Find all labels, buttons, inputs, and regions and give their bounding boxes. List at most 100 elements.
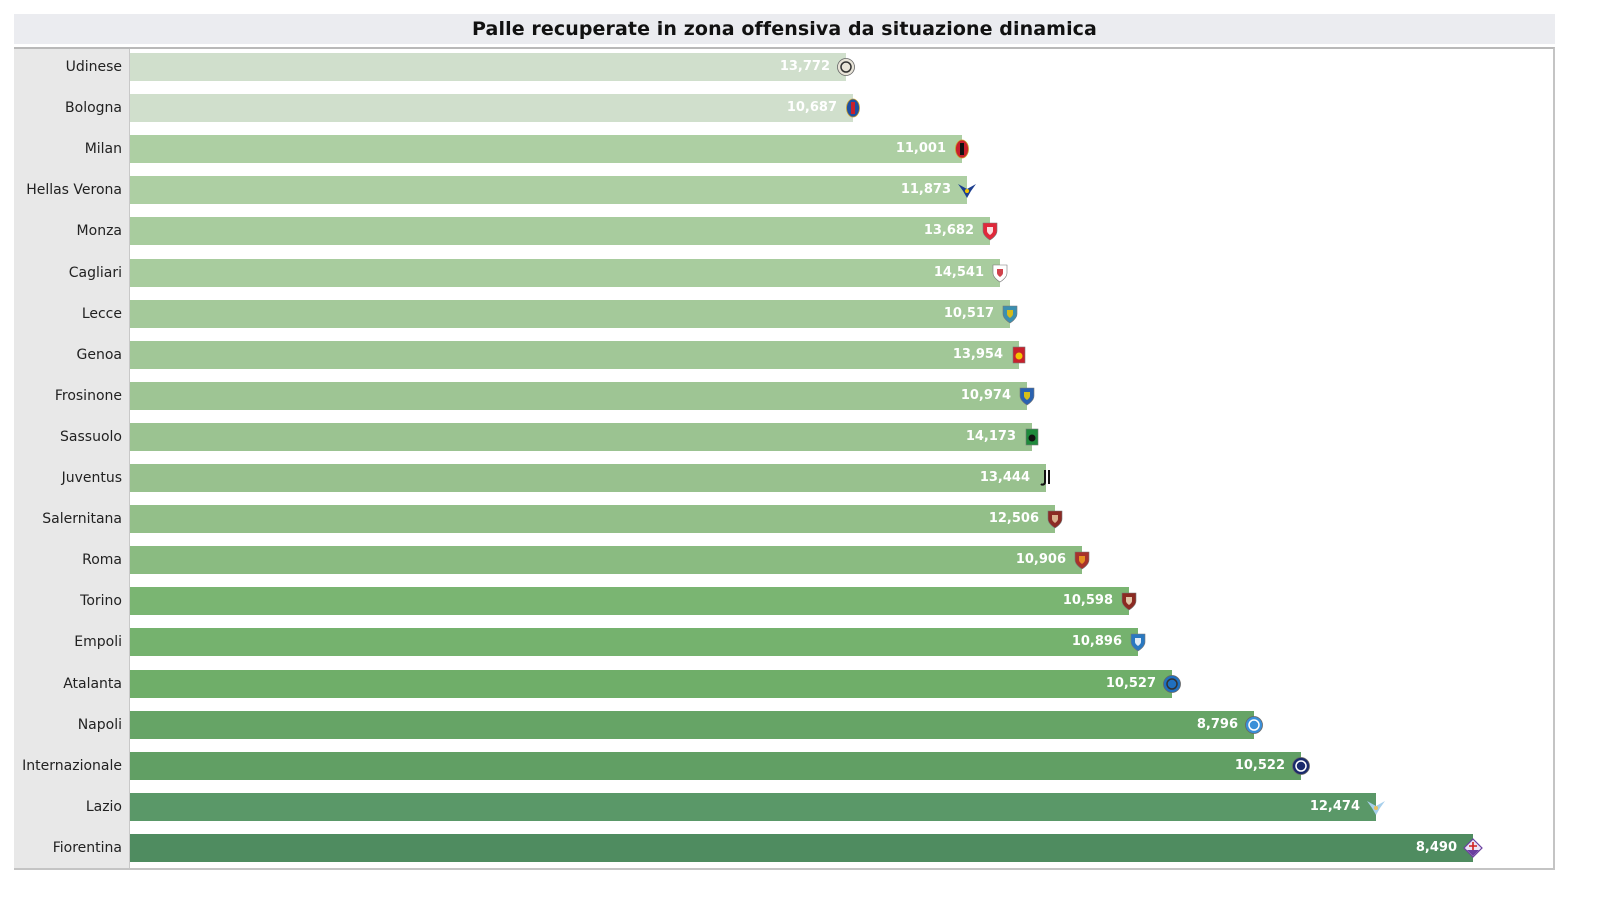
team-label: Milan	[84, 141, 122, 158]
bar-row-bologna: Bologna 10,687	[0, 94, 1600, 123]
bar[interactable]: 11,873	[130, 176, 976, 205]
team-label: Napoli	[77, 716, 122, 733]
bar-value-label: 13,444	[979, 470, 1030, 485]
bar-value-label: 10,527	[1105, 675, 1156, 691]
lecce-logo-icon	[1000, 304, 1020, 324]
bar[interactable]: 12,474	[130, 792, 1385, 821]
cagliari-logo-icon	[990, 263, 1010, 283]
bar-value-label: 10,522	[1234, 757, 1285, 773]
juventus-logo-icon	[1036, 468, 1056, 488]
lazio-logo-icon	[1366, 797, 1386, 817]
bar[interactable]: 13,954	[130, 340, 1026, 369]
bar-value-label: 14,541	[933, 264, 984, 280]
bar-value-label: 13,682	[923, 223, 974, 239]
bar-value-label: 10,687	[786, 100, 837, 116]
team-label: Empoli	[74, 634, 122, 651]
bar-value-label: 8,796	[1196, 716, 1238, 732]
bar-row-lecce: Lecce 10,517	[0, 299, 1600, 328]
salernitana-logo-icon	[1045, 509, 1065, 529]
team-label: Lecce	[81, 305, 122, 322]
bar[interactable]: 10,598	[130, 587, 1137, 616]
bar-row-napoli: Napoli 8,796	[0, 710, 1600, 739]
bar[interactable]: 8,796	[130, 710, 1263, 739]
bar-row-udinese: Udinese 13,772	[0, 53, 1600, 81]
team-label: Torino	[80, 593, 122, 610]
bar-value-label: 12,506	[988, 511, 1039, 527]
bar-value-label: 13,954	[952, 346, 1003, 362]
bar-value-label: 11,001	[895, 141, 946, 157]
plot-frame	[14, 47, 1555, 870]
bar-row-salernitana: Salernitana 12,506	[0, 505, 1600, 534]
chart-title: Palle recuperate in zona offensiva da si…	[472, 18, 1097, 40]
torino-logo-icon	[1119, 591, 1139, 611]
bar-value-label: 12,474	[1309, 798, 1360, 814]
category-label-column	[14, 49, 130, 868]
bar[interactable]: 10,906	[130, 546, 1090, 575]
bar-row-torino: Torino 10,598	[0, 587, 1600, 616]
bar-row-empoli: Empoli 10,896	[0, 628, 1600, 657]
team-label: Genoa	[76, 346, 122, 363]
bologna-logo-icon	[843, 98, 863, 118]
bar-row-lazio: Lazio 12,474	[0, 792, 1600, 821]
bar-row-cagliari: Cagliari 14,541	[0, 258, 1600, 287]
frosinone-logo-icon	[1017, 386, 1037, 406]
inter-logo-icon	[1291, 756, 1311, 776]
team-label: Salernitana	[42, 511, 122, 528]
team-label: Hellas Verona	[26, 182, 122, 199]
team-label: Fiorentina	[52, 839, 122, 856]
bar-value-label: 10,517	[943, 305, 994, 321]
bar-row-internazionale: Internazionale 10,522	[0, 751, 1600, 780]
bar-row-milan: Milan 11,001	[0, 135, 1600, 164]
atalanta-logo-icon	[1162, 674, 1182, 694]
bar-row-fiorentina: Fiorentina 8,490	[0, 833, 1600, 862]
bar-value-label: 10,598	[1062, 593, 1113, 609]
bar[interactable]: 10,896	[130, 628, 1146, 657]
napoli-logo-icon	[1244, 715, 1264, 735]
bar-row-sassuolo: Sassuolo 14,173	[0, 422, 1600, 451]
udinese-logo-icon	[836, 57, 856, 77]
bar-row-frosinone: Frosinone 10,974	[0, 381, 1600, 410]
chart-title-bar: Palle recuperate in zona offensiva da si…	[14, 14, 1555, 44]
bar[interactable]: 11,001	[130, 135, 969, 164]
team-label: Frosinone	[54, 387, 122, 404]
bar[interactable]: 8,490	[130, 833, 1483, 862]
bar-value-label: 8,490	[1415, 839, 1457, 855]
hellas-verona-logo-icon	[957, 180, 977, 200]
bar-row-hellas-verona: Hellas Verona 11,873	[0, 176, 1600, 205]
bar-value-label: 10,896	[1071, 634, 1122, 650]
bar-value-label: 13,772	[779, 59, 830, 74]
bar[interactable]: 10,527	[130, 669, 1181, 698]
bar-row-juventus: Juventus 13,444	[0, 464, 1600, 492]
bar[interactable]: 10,974	[130, 381, 1035, 410]
bar[interactable]: 12,506	[130, 505, 1063, 534]
team-label: Sassuolo	[60, 428, 122, 445]
monza-logo-icon	[980, 221, 1000, 241]
sassuolo-logo-icon	[1022, 427, 1042, 447]
bar[interactable]: 14,173	[130, 422, 1039, 451]
bar-value-label: 10,974	[960, 387, 1011, 403]
team-label: Udinese	[65, 59, 122, 75]
roma-logo-icon	[1072, 550, 1092, 570]
team-label: Roma	[82, 552, 122, 569]
team-label: Internazionale	[22, 757, 122, 774]
bar[interactable]: 10,687	[130, 94, 860, 123]
bar[interactable]: 10,517	[130, 299, 1018, 328]
fiorentina-logo-icon	[1463, 838, 1483, 858]
bar-row-roma: Roma 10,906	[0, 546, 1600, 575]
bar-value-label: 14,173	[965, 428, 1016, 444]
bar[interactable]: 13,682	[130, 217, 998, 246]
bar[interactable]: 10,522	[130, 751, 1310, 780]
bar[interactable]: 13,444	[130, 464, 1050, 492]
bar[interactable]: 14,541	[130, 258, 1008, 287]
bar[interactable]: 13,772	[130, 53, 855, 81]
milan-logo-icon	[952, 139, 972, 159]
empoli-logo-icon	[1128, 632, 1148, 652]
genoa-logo-icon	[1009, 345, 1029, 365]
bar-value-label: 11,873	[900, 182, 951, 198]
team-label: Monza	[76, 223, 122, 240]
team-label: Juventus	[61, 470, 122, 486]
bar-row-genoa: Genoa 13,954	[0, 340, 1600, 369]
bar-row-monza: Monza 13,682	[0, 217, 1600, 246]
bar-row-atalanta: Atalanta 10,527	[0, 669, 1600, 698]
team-label: Atalanta	[63, 675, 122, 692]
